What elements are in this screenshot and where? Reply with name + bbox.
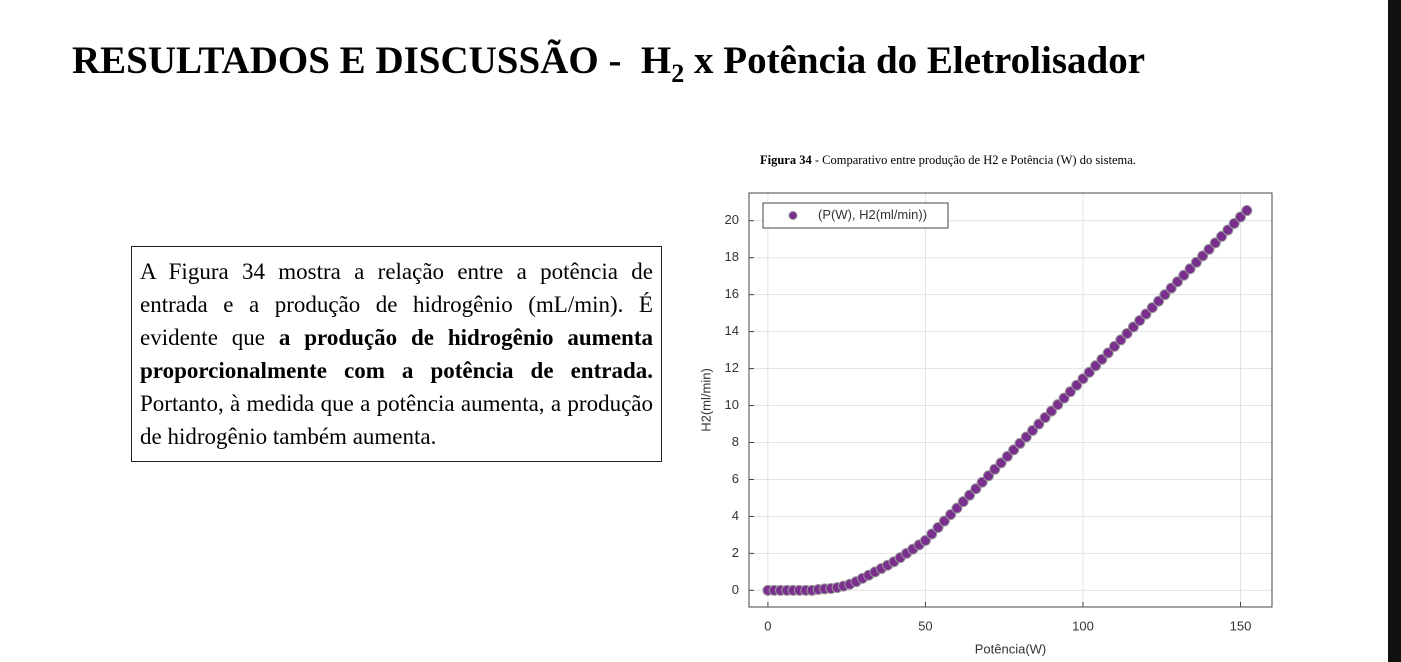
plot-frame bbox=[748, 192, 1273, 608]
text-segment: a produção de hidrogênio aumenta proporc… bbox=[140, 325, 653, 383]
text-segment: Portanto, à medida que a potência aument… bbox=[140, 391, 653, 449]
slide-title: RESULTADOS E DISCUSSÃO - H2 x Potência d… bbox=[72, 38, 1145, 89]
y-tick-label: 10 bbox=[725, 397, 739, 412]
x-tick-label: 0 bbox=[764, 618, 771, 633]
x-tick-label: 50 bbox=[918, 618, 932, 633]
y-tick-label: 18 bbox=[725, 249, 739, 264]
title-rest: x Potência do Eletrolisador bbox=[684, 39, 1146, 82]
y-tick-label: 12 bbox=[725, 360, 739, 375]
x-axis-label: Potência(W) bbox=[975, 641, 1047, 656]
text-box: A Figura 34 mostra a relação entre a pot… bbox=[131, 246, 662, 462]
figure-caption: Figura 34 - Comparativo entre produção d… bbox=[760, 153, 1136, 168]
data-point bbox=[1241, 205, 1253, 217]
legend-label: (P(W), H2(ml/min)) bbox=[818, 207, 927, 222]
title-main: RESULTADOS E DISCUSSÃO - H bbox=[72, 39, 672, 82]
caption-text: - Comparativo entre produção de H2 e Pot… bbox=[811, 153, 1136, 167]
y-tick-label: 6 bbox=[732, 471, 739, 486]
caption-label: Figura 34 bbox=[760, 153, 812, 167]
y-tick-label: 8 bbox=[732, 434, 739, 449]
x-tick-label: 100 bbox=[1072, 618, 1094, 633]
y-tick-label: 2 bbox=[732, 545, 739, 560]
y-tick-label: 0 bbox=[732, 582, 739, 597]
y-tick-label: 14 bbox=[725, 323, 739, 338]
legend-marker bbox=[788, 211, 798, 220]
x-tick-label: 150 bbox=[1230, 618, 1252, 633]
y-tick-label: 20 bbox=[725, 212, 739, 227]
y-axis-label: H2(ml/min) bbox=[698, 368, 713, 432]
screen-edge bbox=[1388, 0, 1401, 662]
y-tick-label: 4 bbox=[732, 508, 739, 523]
text-segment: A Figura 34 mostra a relação entre a pot… bbox=[140, 259, 653, 350]
title-sub: 2 bbox=[671, 58, 685, 88]
y-tick-label: 16 bbox=[725, 286, 739, 301]
